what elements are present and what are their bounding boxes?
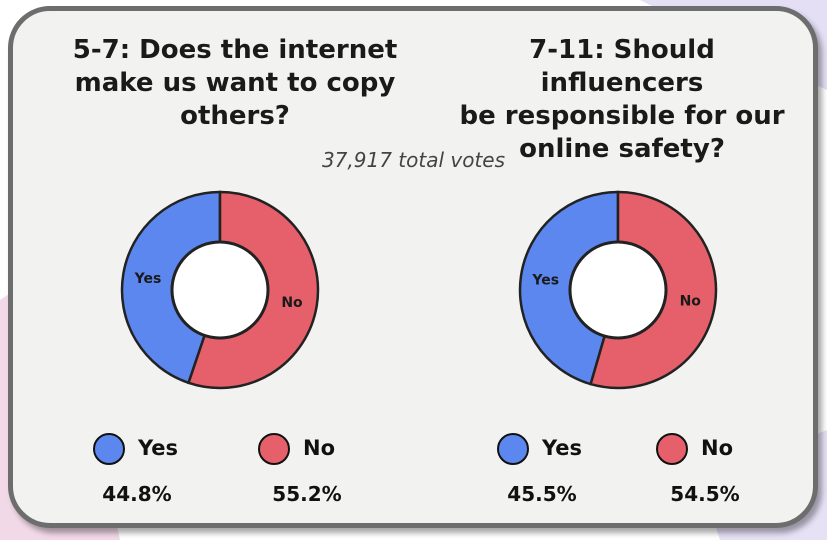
chart-title-right: 7-11: Should influencers be responsible … [459,35,785,164]
legend-yes-swatch-left [93,433,125,465]
chart-title-left: 5-7: Does the internet make us want to c… [72,35,398,131]
donut-hole-left [170,240,270,340]
legend-yes-label-left: Yes [138,436,179,460]
legend-no-label-left: No [303,436,336,460]
value-label-yes-left: 44.8% [102,482,172,506]
slice-label-yes-left: Yes [134,271,162,287]
legend-no-label-right: No [701,436,734,460]
slice-label-no-left: No [281,295,303,311]
slice-label-yes-right: Yes [531,273,559,289]
legend-no-swatch-right [656,433,688,465]
slice-label-no-right: No [680,293,702,309]
value-label-no-left: 55.2% [272,482,342,506]
donut-chart-left: Yes No [120,190,320,390]
legend-yes-label-right: Yes [542,436,583,460]
legend-yes-swatch-right [497,433,529,465]
donut-hole-right [568,240,668,340]
value-label-no-right: 54.5% [670,482,740,506]
donut-chart-right: Yes No [518,190,718,390]
legend-no-swatch-left [258,433,290,465]
total-votes-label: 37,917 total votes [321,148,506,172]
value-label-yes-right: 45.5% [507,482,577,506]
